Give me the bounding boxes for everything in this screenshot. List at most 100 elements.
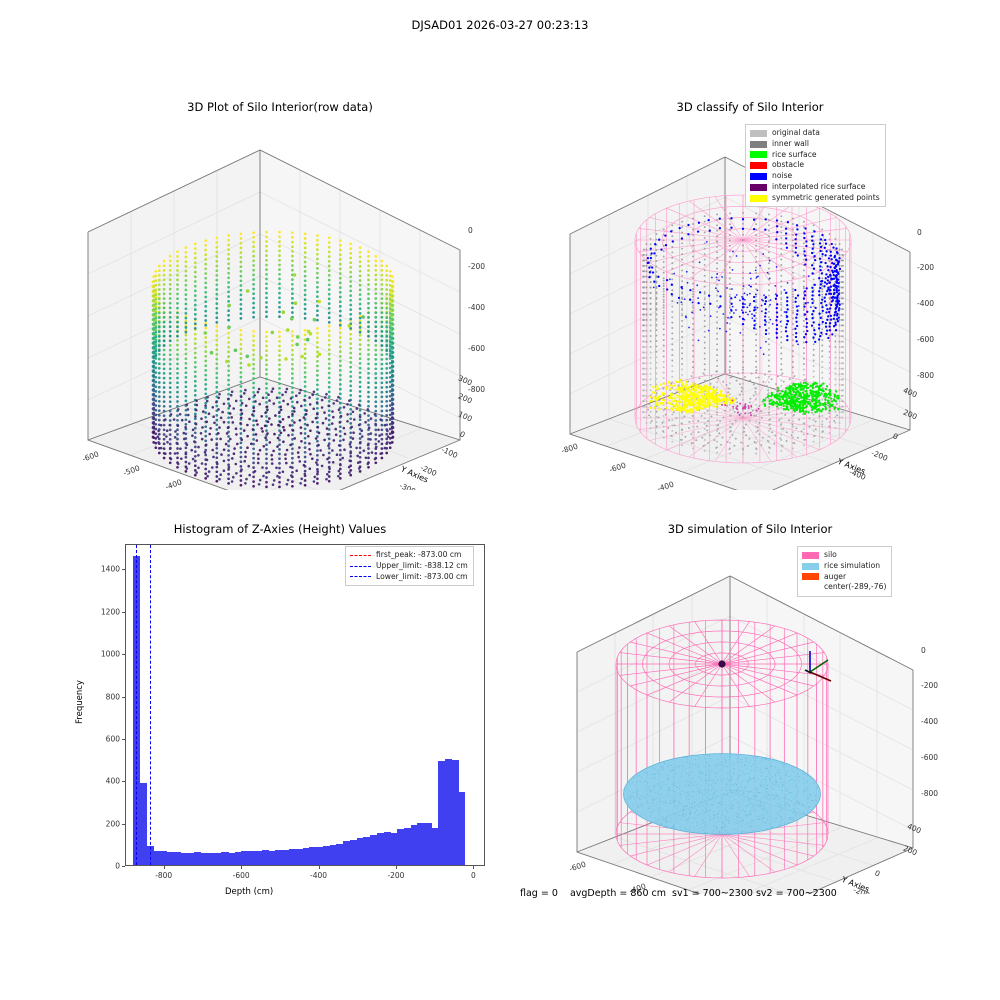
histogram-xtick-mark <box>473 866 475 869</box>
histogram-bar <box>390 833 398 865</box>
histogram-bar <box>329 844 337 865</box>
swatch-rice-surface <box>750 151 767 159</box>
histogram-bar <box>221 851 229 865</box>
ztick-classify-4: -800 <box>917 371 935 380</box>
legend-item-first-peak[interactable]: first_peak: -873.00 cm <box>350 550 468 561</box>
histogram-bar <box>180 852 188 865</box>
legend-classify[interactable]: original data inner wall rice surface ob… <box>745 124 886 208</box>
legend-label-rice-simulation: rice simulation <box>824 560 881 570</box>
dashline-upper-limit <box>350 565 371 567</box>
histogram-bar <box>376 833 385 865</box>
histogram-bar <box>153 850 161 865</box>
legend-item-inner-wall[interactable]: inner wall <box>750 139 880 150</box>
histogram-bar <box>383 831 392 865</box>
histogram-bar <box>322 845 330 865</box>
histogram-ytick-label: 1200 <box>100 607 120 617</box>
histogram-ytick-mark <box>122 611 125 613</box>
legend-label-original-data: original data <box>772 128 820 137</box>
xlabel-histogram: Depth (cm) <box>225 887 274 897</box>
histogram-bar <box>309 847 317 865</box>
panel-raw-3d-title: 3D Plot of Silo Interior(row data) <box>187 100 373 114</box>
swatch-interpolated-rice-surface <box>750 183 767 191</box>
ztick-raw-1: -200 <box>468 262 486 271</box>
histogram-bar <box>160 851 168 865</box>
histogram-ytick-label: 1400 <box>100 564 120 574</box>
histogram-bar <box>397 829 405 865</box>
histogram-bar <box>268 850 276 865</box>
histogram-xtick-label: 0 <box>470 871 476 880</box>
figure-suptitle: DJSAD01 2026-03-27 00:23:13 <box>411 18 589 32</box>
histogram-bar <box>295 848 303 865</box>
legend-item-symmetric-generated-points[interactable]: symmetric generated points <box>750 193 880 204</box>
axes-histogram[interactable] <box>125 544 485 866</box>
histogram-bar <box>200 852 209 865</box>
legend-label-lower-limit: Lower_limit: -873.00 cm <box>376 571 468 581</box>
histogram-bar <box>363 836 371 865</box>
histogram-bar <box>282 850 290 865</box>
histogram-ytick-mark <box>122 654 125 656</box>
panel-histogram-title: Histogram of Z-Axies (Height) Values <box>173 522 387 536</box>
legend-item-obstacle[interactable]: obstacle <box>750 160 880 171</box>
legend-item-auger[interactable]: auger <box>802 572 886 583</box>
histogram-bar <box>167 852 175 865</box>
histogram-bar <box>444 759 452 865</box>
histogram-bar <box>370 835 378 865</box>
axes-simulation-3d[interactable]: -600 -400 -200 0 200 X Axies -400 -200 0… <box>525 544 975 894</box>
ztick-raw-4: -800 <box>468 385 486 394</box>
legend-label-upper-limit: Upper_limit: -838.12 cm <box>376 560 468 570</box>
histogram-bar <box>288 849 297 865</box>
legend-item-lower-limit[interactable]: Lower_limit: -873.00 cm <box>350 572 468 583</box>
histogram-bar <box>417 822 425 865</box>
histogram-bar <box>248 850 256 865</box>
ztick-sim-2: -400 <box>921 717 939 726</box>
histogram-ytick-label: 1000 <box>100 649 120 659</box>
threshold-line-lower-limit <box>136 545 138 865</box>
legend-label-rice-surface: rice surface <box>772 149 817 159</box>
histogram-xtick-mark <box>241 866 243 869</box>
legend-item-silo[interactable]: silo <box>802 550 886 561</box>
axes-classify-3d[interactable]: -800 -600 -400 -200 0 200 X Axies -600 -… <box>525 122 975 490</box>
swatch-obstacle <box>750 162 767 170</box>
axes-raw-3d[interactable]: -600 -500 -400 -300 -200 -100 0 100 X Ax… <box>60 122 500 490</box>
legend-item-original-data[interactable]: original data <box>750 128 880 139</box>
histogram-bar <box>275 849 283 865</box>
histogram-ytick-mark <box>122 823 125 825</box>
histogram-bar <box>458 791 466 865</box>
histogram-bar <box>403 827 412 865</box>
histogram-ytick-label: 0 <box>115 861 120 871</box>
histogram-bar <box>207 853 216 865</box>
legend-simulation[interactable]: silo rice simulation auger center(-289,-… <box>797 546 893 598</box>
ztick-classify-1: -200 <box>917 263 935 272</box>
legend-label-center: center(-289,-76) <box>824 582 887 592</box>
histogram-xtick-label: -600 <box>232 871 250 880</box>
histogram-bar <box>410 825 419 865</box>
histogram-ytick-mark <box>122 696 125 698</box>
histogram-bar <box>424 823 432 865</box>
panel-simulation-3d-title: 3D simulation of Silo Interior <box>667 522 833 536</box>
ztick-raw-0: 0 <box>468 226 473 235</box>
histogram-ytick-label: 600 <box>105 734 120 744</box>
legend-histogram[interactable]: first_peak: -873.00 cm Upper_limit: -838… <box>345 546 474 587</box>
swatch-rice-simulation <box>802 562 819 570</box>
histogram-bar <box>227 852 236 865</box>
histogram-xtick-label: -200 <box>387 871 405 880</box>
histogram-bar <box>349 840 358 865</box>
legend-item-upper-limit[interactable]: Upper_limit: -838.12 cm <box>350 561 468 572</box>
legend-label-inner-wall: inner wall <box>772 138 810 148</box>
swatch-silo <box>802 551 819 559</box>
swatch-noise <box>750 173 767 181</box>
histogram-ytick-mark <box>122 866 125 867</box>
legend-item-noise[interactable]: noise <box>750 171 880 182</box>
legend-item-rice-surface[interactable]: rice surface <box>750 150 880 161</box>
auger-axis-triad <box>804 651 832 682</box>
panel-histogram: Histogram of Z-Axies (Height) Values 0 20… <box>60 522 500 922</box>
panel-raw-3d: 3D Plot of Silo Interior(row data) <box>60 100 500 490</box>
legend-item-interpolated-rice-surface[interactable]: interpolated rice surface <box>750 182 880 193</box>
legend-label-noise: noise <box>772 171 793 181</box>
legend-item-rice-simulation[interactable]: rice simulation <box>802 561 886 572</box>
histogram-bar <box>241 851 249 865</box>
ztick-raw-3: -600 <box>468 344 486 353</box>
histogram-bar <box>336 843 344 865</box>
ztick-raw-2: -400 <box>468 303 486 312</box>
